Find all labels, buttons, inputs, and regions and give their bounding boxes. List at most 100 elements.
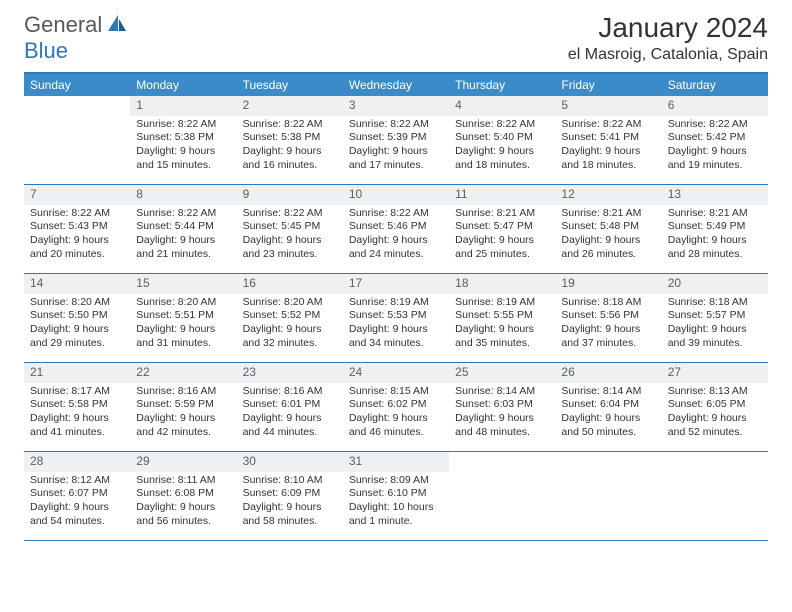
sunrise-text: Sunrise: 8:16 AM <box>136 385 230 399</box>
weekday-header: Thursday <box>449 74 555 96</box>
daylight-text: Daylight: 9 hours and 23 minutes. <box>243 234 337 261</box>
sunset-text: Sunset: 5:53 PM <box>349 309 443 323</box>
sunrise-text: Sunrise: 8:16 AM <box>243 385 337 399</box>
daylight-text: Daylight: 9 hours and 34 minutes. <box>349 323 443 350</box>
calendar-day: 16Sunrise: 8:20 AMSunset: 5:52 PMDayligh… <box>237 274 343 362</box>
sunset-text: Sunset: 6:02 PM <box>349 398 443 412</box>
daylight-text: Daylight: 9 hours and 24 minutes. <box>349 234 443 261</box>
daylight-text: Daylight: 9 hours and 21 minutes. <box>136 234 230 261</box>
calendar-day: 13Sunrise: 8:21 AMSunset: 5:49 PMDayligh… <box>662 185 768 273</box>
day-number <box>24 96 130 116</box>
sunrise-text: Sunrise: 8:15 AM <box>349 385 443 399</box>
calendar-weeks: 1Sunrise: 8:22 AMSunset: 5:38 PMDaylight… <box>24 96 768 541</box>
sunset-text: Sunset: 5:41 PM <box>561 131 655 145</box>
sunset-text: Sunset: 5:46 PM <box>349 220 443 234</box>
sunset-text: Sunset: 5:44 PM <box>136 220 230 234</box>
day-body: Sunrise: 8:18 AMSunset: 5:56 PMDaylight:… <box>555 294 661 355</box>
daylight-text: Daylight: 9 hours and 16 minutes. <box>243 145 337 172</box>
daylight-text: Daylight: 10 hours and 1 minute. <box>349 501 443 528</box>
calendar-day: 24Sunrise: 8:15 AMSunset: 6:02 PMDayligh… <box>343 363 449 451</box>
sunrise-text: Sunrise: 8:10 AM <box>243 474 337 488</box>
logo-text-general: General <box>24 12 102 38</box>
sunrise-text: Sunrise: 8:22 AM <box>349 207 443 221</box>
daylight-text: Daylight: 9 hours and 37 minutes. <box>561 323 655 350</box>
sunrise-text: Sunrise: 8:20 AM <box>243 296 337 310</box>
sunrise-text: Sunrise: 8:09 AM <box>349 474 443 488</box>
day-number: 11 <box>449 185 555 205</box>
day-body: Sunrise: 8:18 AMSunset: 5:57 PMDaylight:… <box>662 294 768 355</box>
sunset-text: Sunset: 5:48 PM <box>561 220 655 234</box>
weekday-header-row: Sunday Monday Tuesday Wednesday Thursday… <box>24 74 768 96</box>
daylight-text: Daylight: 9 hours and 50 minutes. <box>561 412 655 439</box>
sunset-text: Sunset: 5:58 PM <box>30 398 124 412</box>
daylight-text: Daylight: 9 hours and 20 minutes. <box>30 234 124 261</box>
daylight-text: Daylight: 9 hours and 35 minutes. <box>455 323 549 350</box>
calendar-day: 14Sunrise: 8:20 AMSunset: 5:50 PMDayligh… <box>24 274 130 362</box>
daylight-text: Daylight: 9 hours and 52 minutes. <box>668 412 762 439</box>
calendar-day <box>449 452 555 540</box>
sunset-text: Sunset: 5:43 PM <box>30 220 124 234</box>
day-body: Sunrise: 8:22 AMSunset: 5:40 PMDaylight:… <box>449 116 555 177</box>
calendar-day: 5Sunrise: 8:22 AMSunset: 5:41 PMDaylight… <box>555 96 661 184</box>
calendar-day: 26Sunrise: 8:14 AMSunset: 6:04 PMDayligh… <box>555 363 661 451</box>
sunset-text: Sunset: 6:07 PM <box>30 487 124 501</box>
sunrise-text: Sunrise: 8:21 AM <box>455 207 549 221</box>
day-number: 4 <box>449 96 555 116</box>
calendar-day: 15Sunrise: 8:20 AMSunset: 5:51 PMDayligh… <box>130 274 236 362</box>
day-body: Sunrise: 8:11 AMSunset: 6:08 PMDaylight:… <box>130 472 236 533</box>
sunrise-text: Sunrise: 8:22 AM <box>30 207 124 221</box>
calendar-day: 1Sunrise: 8:22 AMSunset: 5:38 PMDaylight… <box>130 96 236 184</box>
day-number: 31 <box>343 452 449 472</box>
weekday-header: Friday <box>555 74 661 96</box>
day-number: 2 <box>237 96 343 116</box>
day-number: 27 <box>662 363 768 383</box>
day-body: Sunrise: 8:22 AMSunset: 5:43 PMDaylight:… <box>24 205 130 266</box>
day-body: Sunrise: 8:17 AMSunset: 5:58 PMDaylight:… <box>24 383 130 444</box>
day-number: 12 <box>555 185 661 205</box>
day-number: 13 <box>662 185 768 205</box>
weekday-header: Wednesday <box>343 74 449 96</box>
calendar-day: 18Sunrise: 8:19 AMSunset: 5:55 PMDayligh… <box>449 274 555 362</box>
daylight-text: Daylight: 9 hours and 15 minutes. <box>136 145 230 172</box>
sunset-text: Sunset: 6:05 PM <box>668 398 762 412</box>
weekday-header: Monday <box>130 74 236 96</box>
logo-sail-icon <box>106 13 128 38</box>
calendar-day: 3Sunrise: 8:22 AMSunset: 5:39 PMDaylight… <box>343 96 449 184</box>
calendar-day: 12Sunrise: 8:21 AMSunset: 5:48 PMDayligh… <box>555 185 661 273</box>
sunset-text: Sunset: 5:40 PM <box>455 131 549 145</box>
day-body: Sunrise: 8:22 AMSunset: 5:46 PMDaylight:… <box>343 205 449 266</box>
day-number: 7 <box>24 185 130 205</box>
daylight-text: Daylight: 9 hours and 44 minutes. <box>243 412 337 439</box>
calendar-week: 21Sunrise: 8:17 AMSunset: 5:58 PMDayligh… <box>24 363 768 452</box>
day-number <box>555 452 661 472</box>
sunset-text: Sunset: 6:03 PM <box>455 398 549 412</box>
sunrise-text: Sunrise: 8:13 AM <box>668 385 762 399</box>
day-number: 17 <box>343 274 449 294</box>
sunrise-text: Sunrise: 8:19 AM <box>455 296 549 310</box>
sunset-text: Sunset: 5:39 PM <box>349 131 443 145</box>
day-number: 6 <box>662 96 768 116</box>
day-body: Sunrise: 8:15 AMSunset: 6:02 PMDaylight:… <box>343 383 449 444</box>
calendar-day <box>662 452 768 540</box>
sunset-text: Sunset: 5:47 PM <box>455 220 549 234</box>
calendar-week: 28Sunrise: 8:12 AMSunset: 6:07 PMDayligh… <box>24 452 768 541</box>
day-body: Sunrise: 8:14 AMSunset: 6:03 PMDaylight:… <box>449 383 555 444</box>
calendar-day: 23Sunrise: 8:16 AMSunset: 6:01 PMDayligh… <box>237 363 343 451</box>
sunset-text: Sunset: 5:45 PM <box>243 220 337 234</box>
day-body: Sunrise: 8:20 AMSunset: 5:51 PMDaylight:… <box>130 294 236 355</box>
month-title: January 2024 <box>568 12 768 44</box>
daylight-text: Daylight: 9 hours and 29 minutes. <box>30 323 124 350</box>
day-body: Sunrise: 8:22 AMSunset: 5:44 PMDaylight:… <box>130 205 236 266</box>
sunrise-text: Sunrise: 8:20 AM <box>136 296 230 310</box>
day-number: 24 <box>343 363 449 383</box>
daylight-text: Daylight: 9 hours and 54 minutes. <box>30 501 124 528</box>
calendar-day: 7Sunrise: 8:22 AMSunset: 5:43 PMDaylight… <box>24 185 130 273</box>
calendar-week: 1Sunrise: 8:22 AMSunset: 5:38 PMDaylight… <box>24 96 768 185</box>
calendar-day: 20Sunrise: 8:18 AMSunset: 5:57 PMDayligh… <box>662 274 768 362</box>
sunrise-text: Sunrise: 8:18 AM <box>561 296 655 310</box>
day-number: 22 <box>130 363 236 383</box>
sunrise-text: Sunrise: 8:22 AM <box>136 118 230 132</box>
day-body: Sunrise: 8:14 AMSunset: 6:04 PMDaylight:… <box>555 383 661 444</box>
sunset-text: Sunset: 5:57 PM <box>668 309 762 323</box>
logo: General <box>24 12 130 38</box>
